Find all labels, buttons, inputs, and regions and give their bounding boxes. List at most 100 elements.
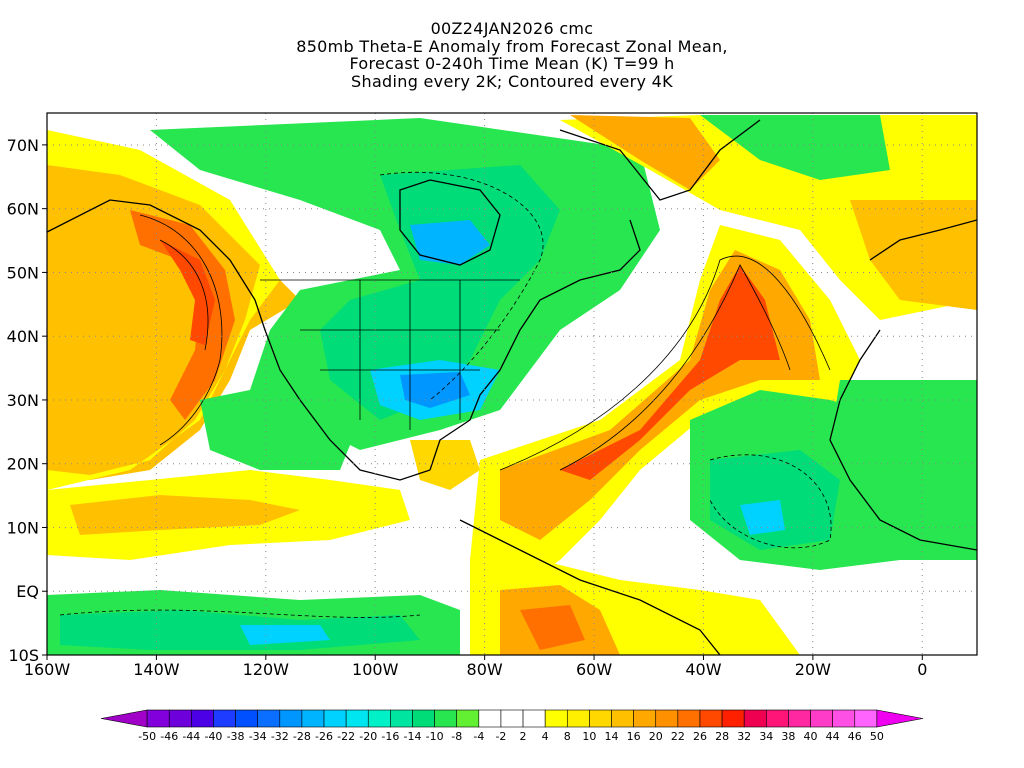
contour-alaska-1 bbox=[139, 214, 223, 446]
colorbar-label: 4 bbox=[542, 730, 549, 743]
lon-tick-label: 0 bbox=[917, 660, 927, 679]
colorbar-label: 14 bbox=[605, 730, 619, 743]
colorbar-swatch bbox=[301, 709, 325, 728]
title-line-2: 850mb Theta-E Anomaly from Forecast Zona… bbox=[296, 36, 728, 56]
colorbar-swatch bbox=[146, 709, 170, 728]
latitude-axis: 70N 60N 50N 40N 30N 20N 10N EQ 10S bbox=[7, 136, 47, 665]
anomaly-region-hudson-bay-cold-core bbox=[410, 220, 490, 265]
lon-tick-label: 60W bbox=[576, 660, 612, 679]
anomaly-region-equatorial-pacific-cold-core bbox=[240, 625, 330, 645]
colorbar-label: -4 bbox=[473, 730, 484, 743]
colorbar-swatch bbox=[279, 709, 303, 728]
colorbar-label: 38 bbox=[781, 730, 795, 743]
colorbar-label: -32 bbox=[271, 730, 289, 743]
lon-tick-label: 140W bbox=[133, 660, 180, 679]
colorbar-label: -40 bbox=[204, 730, 222, 743]
colorbar-swatch bbox=[743, 709, 767, 728]
colorbar-swatch bbox=[677, 709, 701, 728]
colorbar-label: 8 bbox=[564, 730, 571, 743]
colorbar-swatch bbox=[345, 709, 369, 728]
colorbar-swatch bbox=[655, 709, 679, 728]
colorbar-label: -28 bbox=[293, 730, 311, 743]
lat-tick-label: 70N bbox=[7, 136, 39, 155]
anomaly-region-caribbean-warm bbox=[410, 440, 480, 490]
colorbar-swatch bbox=[832, 709, 856, 728]
colorbar-label: -16 bbox=[381, 730, 399, 743]
anomaly-region-west-africa-green bbox=[830, 380, 977, 560]
lon-tick-label: 100W bbox=[352, 660, 399, 679]
lon-tick-label: 120W bbox=[243, 660, 290, 679]
colorbar: -50 -46 -44 -40 -38 -34 -32 -28 -26 -22 -20 -16 -14-… bbox=[100, 709, 924, 743]
colorbar-swatch bbox=[522, 709, 546, 728]
map-frame bbox=[46, 112, 978, 656]
colorbar-label: -22 bbox=[337, 730, 355, 743]
colorbar-label: 28 bbox=[715, 730, 729, 743]
colorbar-swatch bbox=[699, 709, 723, 728]
colorbar-label: 40 bbox=[804, 730, 818, 743]
lat-tick-label: 20N bbox=[7, 455, 39, 474]
coastline-north-america-west bbox=[47, 199, 431, 481]
anomaly-region-alaska-warm-core bbox=[130, 210, 235, 420]
anomaly-region-tropical-atlantic-cold-core bbox=[740, 500, 785, 535]
anomaly-region-south-america-red bbox=[520, 605, 585, 650]
anomaly-region-arctic-green bbox=[700, 115, 890, 180]
colorbar-swatch bbox=[788, 709, 811, 728]
anomaly-region-mexico-green bbox=[200, 380, 360, 470]
colorbar-swatch bbox=[766, 709, 789, 728]
colorbar-label: -44 bbox=[182, 730, 200, 743]
colorbar-swatch bbox=[100, 709, 148, 728]
colorbar-swatch bbox=[854, 709, 878, 728]
colorbar-swatch bbox=[876, 709, 924, 728]
colorbar-label: -46 bbox=[160, 730, 178, 743]
map-plot-area bbox=[47, 113, 977, 655]
colorbar-swatch bbox=[434, 709, 458, 728]
colorbar-label: 32 bbox=[737, 730, 751, 743]
colorbar-label: -34 bbox=[249, 730, 267, 743]
coastline-north-america-east bbox=[429, 219, 641, 471]
colorbar-swatch bbox=[633, 709, 657, 728]
coastlines bbox=[47, 119, 977, 655]
colorbar-label: -38 bbox=[227, 730, 245, 743]
longitude-axis: 160W 140W 120W 100W 80W 60W 40W 20W 0 bbox=[24, 655, 927, 679]
anomaly-region-tropical-pacific-orange bbox=[70, 495, 300, 535]
anomaly-region-atlantic-red-plume bbox=[560, 265, 780, 480]
coastline-south-america bbox=[459, 519, 721, 655]
colorbar-label: -26 bbox=[315, 730, 333, 743]
colorbar-label: 50 bbox=[870, 730, 884, 743]
lat-tick-label: 10S bbox=[8, 646, 39, 665]
contour-cold-na bbox=[379, 171, 544, 401]
lat-tick-label: 50N bbox=[7, 263, 39, 282]
coastline-us-states-grid bbox=[260, 279, 520, 430]
colorbar-label: -10 bbox=[426, 730, 444, 743]
colorbar-swatch bbox=[412, 709, 435, 728]
colorbar-label: 10 bbox=[582, 730, 596, 743]
colorbar-swatch bbox=[611, 709, 634, 728]
colorbar-swatch bbox=[323, 709, 347, 728]
colorbar-label: -8 bbox=[451, 730, 462, 743]
contour-atlantic-1 bbox=[499, 255, 831, 471]
colorbar-label: 34 bbox=[759, 730, 773, 743]
anomaly-region-east-pacific-yellow bbox=[47, 130, 280, 490]
lon-tick-label: 20W bbox=[795, 660, 831, 679]
colorbar-swatch bbox=[810, 709, 833, 728]
colorbar-label: 16 bbox=[627, 730, 641, 743]
title-line-1: 00Z24JAN2026 cmc bbox=[430, 19, 594, 38]
anomaly-region-southeast-us-deep-core bbox=[400, 372, 470, 408]
lon-tick-label: 80W bbox=[467, 660, 503, 679]
colorbar-swatch bbox=[456, 709, 480, 728]
colorbar-swatch bbox=[390, 709, 413, 728]
colorbar-label: -2 bbox=[495, 730, 506, 743]
lat-tick-label: 10N bbox=[7, 518, 39, 537]
colorbar-swatch bbox=[544, 709, 568, 728]
colorbar-label: -14 bbox=[404, 730, 422, 743]
colorbar-swatch bbox=[168, 709, 192, 728]
colorbar-swatch bbox=[589, 709, 612, 728]
anomaly-region-north-america-colder bbox=[320, 165, 560, 420]
contour-cold-atl bbox=[709, 454, 832, 549]
anomaly-region-tropical-atlantic-colder bbox=[710, 450, 840, 550]
colorbar-swatch bbox=[191, 709, 214, 728]
colorbar-label: -50 bbox=[138, 730, 156, 743]
colorbar-label: 44 bbox=[826, 730, 840, 743]
title-block: 00Z24JAN2026 cmc 850mb Theta-E Anomaly f… bbox=[0, 20, 1024, 90]
